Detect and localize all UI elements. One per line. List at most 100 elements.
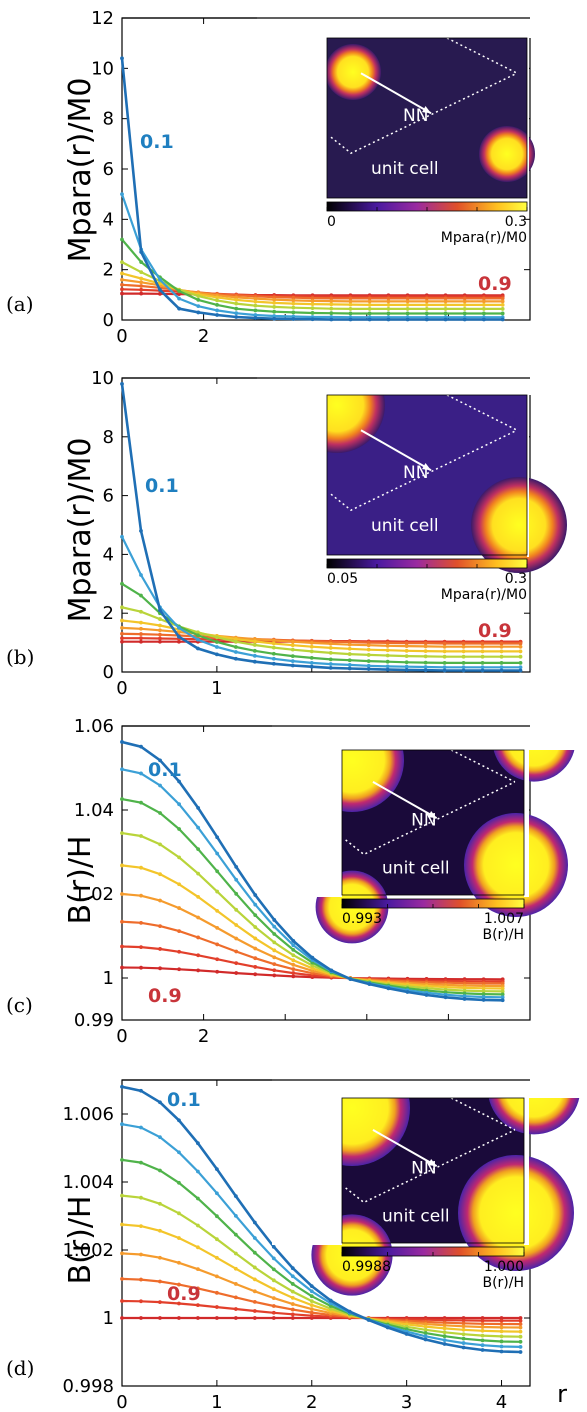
data-point	[499, 1322, 504, 1326]
inset-mask	[257, 393, 327, 557]
data-point	[500, 995, 505, 1000]
data-point	[215, 303, 219, 307]
data-point	[480, 649, 485, 654]
x-tick-label: 4	[496, 1392, 507, 1412]
data-point	[272, 297, 277, 302]
data-point	[139, 893, 143, 898]
data-point	[139, 744, 143, 749]
data-point	[291, 953, 296, 958]
data-point	[253, 299, 258, 304]
data-point	[499, 665, 504, 670]
data-point	[309, 1284, 314, 1289]
y-tick-label: 6	[103, 159, 114, 180]
data-point	[328, 662, 333, 666]
data-point	[499, 660, 504, 665]
data-point	[233, 1307, 238, 1311]
y-tick-label: 0.998	[62, 1376, 114, 1397]
data-point	[290, 663, 295, 668]
data-point	[462, 307, 467, 311]
data-point	[158, 1300, 162, 1305]
data-point	[272, 918, 277, 922]
data-point	[348, 296, 353, 301]
data-point	[290, 1289, 295, 1294]
data-point	[385, 640, 390, 645]
data-point	[462, 299, 467, 304]
data-point	[518, 1345, 523, 1349]
data-point	[480, 641, 485, 646]
data-point	[481, 986, 486, 991]
data-point	[234, 877, 239, 882]
data-point	[310, 966, 315, 971]
data-point	[253, 972, 258, 977]
data-point	[347, 663, 352, 667]
data-point	[291, 298, 296, 303]
data-point	[196, 1141, 200, 1146]
data-point	[518, 644, 523, 649]
data-point	[500, 307, 505, 311]
data-point	[139, 270, 144, 275]
data-point	[309, 1313, 314, 1318]
data-point	[386, 311, 391, 316]
data-point	[234, 891, 239, 896]
x-axis-label: r	[557, 1380, 567, 1408]
y-tick-label: 2	[103, 603, 114, 624]
data-point	[120, 944, 124, 949]
data-point	[309, 1299, 314, 1304]
data-point	[461, 1345, 466, 1350]
data-point	[139, 771, 143, 776]
data-point	[120, 581, 124, 586]
y-tick-label: 1	[103, 1308, 114, 1329]
data-point	[499, 668, 504, 673]
nn-arrow	[360, 72, 432, 115]
data-point	[480, 665, 485, 670]
data-point	[120, 260, 124, 265]
data-point	[367, 317, 372, 322]
data-point	[272, 973, 277, 978]
data-point	[120, 618, 124, 623]
y-axis-label: Mpara(r)/M0	[63, 438, 98, 623]
colorbar-label: B(r)/H	[482, 1275, 524, 1291]
data-point	[480, 1333, 485, 1338]
data-point	[196, 304, 201, 309]
panel-label: (a)	[6, 292, 34, 316]
data-point	[386, 307, 391, 311]
data-point	[253, 946, 258, 951]
data-point	[499, 649, 504, 654]
nn-arrowhead	[422, 463, 431, 471]
data-point	[233, 1251, 238, 1256]
data-point	[196, 297, 201, 302]
data-point	[120, 56, 124, 61]
data-point	[310, 306, 315, 311]
data-point	[214, 1305, 219, 1309]
data-point	[271, 1278, 276, 1283]
data-point	[158, 291, 162, 296]
data-point	[120, 626, 124, 630]
colorbar-min-label: 0	[327, 214, 336, 230]
data-point	[404, 1332, 409, 1336]
data-point	[196, 1267, 200, 1272]
x-tick-label: 1	[211, 1392, 222, 1412]
data-point	[196, 806, 201, 810]
x-tick-label: 3	[401, 1392, 412, 1412]
data-point	[177, 634, 181, 639]
series-line-1	[120, 383, 521, 672]
data-point	[328, 1304, 333, 1308]
data-point	[139, 920, 143, 925]
data-point	[291, 305, 296, 310]
data-point	[518, 665, 523, 670]
data-point	[177, 296, 182, 301]
series-line-2	[121, 1123, 521, 1348]
data-point	[158, 1255, 162, 1260]
data-point	[385, 667, 390, 672]
data-point	[386, 296, 391, 301]
data-point	[367, 303, 372, 307]
data-point	[461, 1336, 466, 1341]
data-point	[462, 303, 467, 307]
data-point	[271, 1267, 276, 1272]
inset-vortex	[471, 477, 567, 573]
data-point	[443, 299, 448, 304]
data-point	[158, 1228, 162, 1233]
data-point	[309, 664, 314, 669]
data-point	[252, 659, 257, 664]
data-point	[348, 302, 353, 307]
